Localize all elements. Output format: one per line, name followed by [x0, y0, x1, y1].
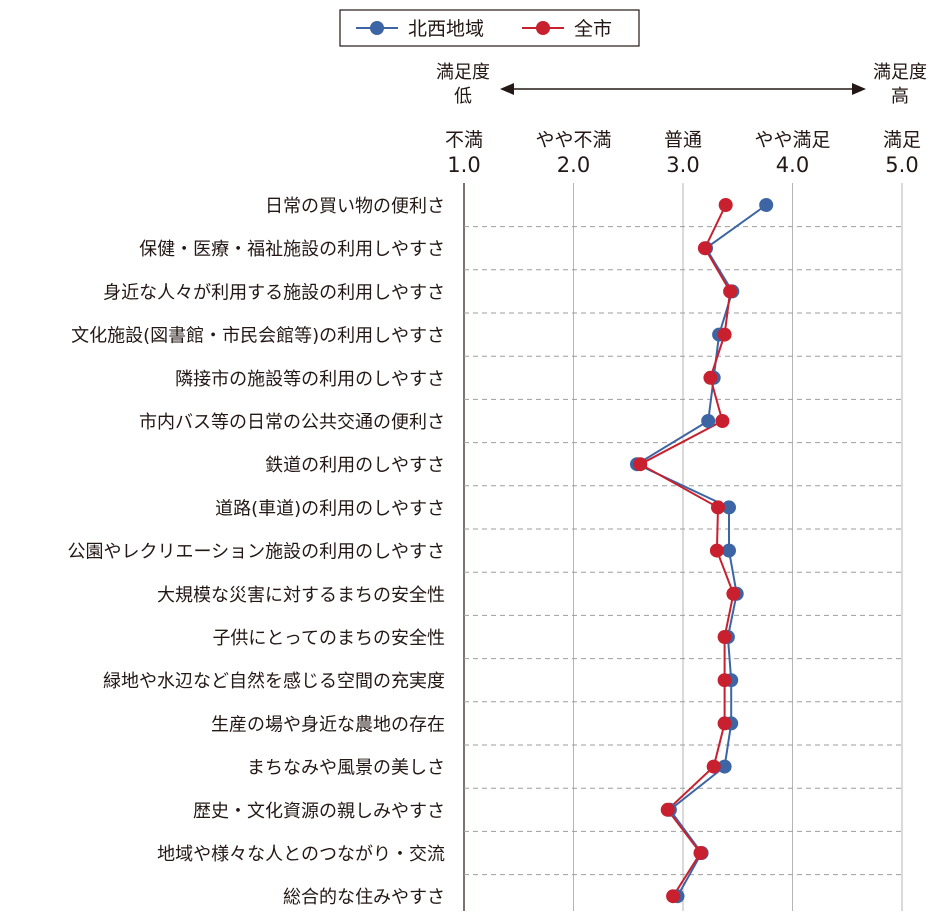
series-1-point-15	[693, 846, 708, 860]
scale-arrow-right-head	[852, 83, 866, 95]
category-label-9: 大規模な災害に対するまちの安全性	[157, 585, 445, 606]
series-1-point-16	[666, 889, 681, 904]
x-tick-label-3: やや満足	[754, 129, 830, 151]
series-1-point-9	[726, 586, 741, 601]
series-1-point-12	[717, 716, 732, 731]
category-label-8: 公園やレクリエーション施設の利用のしやすさ	[68, 542, 445, 563]
category-labels: 日常の買い物の便利さ保健・医療・福祉施設の利用しやすさ身近な人々が利用する施設の…	[68, 196, 445, 908]
category-label-12: 生産の場や身近な農地の存在	[211, 714, 445, 735]
scale-arrow-left-head	[500, 83, 514, 95]
category-label-5: 市内バス等の日常の公共交通の便利さ	[139, 412, 445, 433]
category-label-14: 歴史・文化資源の親しみやすさ	[193, 801, 445, 822]
x-tick-label-4: 満足	[883, 129, 921, 151]
category-label-11: 緑地や水辺など自然を感じる空間の充実度	[103, 671, 445, 692]
series-0-point-0	[759, 198, 774, 212]
series-1-point-14	[660, 802, 675, 817]
legend-swatch-marker-1	[536, 21, 550, 35]
series-1-point-3	[717, 327, 732, 342]
legend-label-0: 北西地域	[408, 18, 484, 40]
series-1-point-4	[703, 370, 718, 385]
x-tick-label-2: 普通	[664, 129, 702, 151]
legend: 北西地域 全市	[339, 9, 640, 47]
series-1-point-5	[715, 414, 730, 428]
legend-label-1: 全市	[574, 18, 612, 40]
series-1-point-13	[706, 759, 721, 774]
series-0-point-13	[717, 759, 732, 774]
category-label-3: 文化施設(図書館・市民会館等)の利用しやすさ	[71, 326, 445, 347]
category-label-7: 道路(車道)の利用のしやすさ	[215, 498, 445, 519]
series-1-point-0	[718, 198, 733, 212]
series-1-point-8	[709, 543, 724, 558]
grid	[463, 183, 903, 911]
legend-swatch-marker-0	[370, 21, 384, 35]
scale-high-label: 満足度	[873, 62, 927, 83]
category-label-15: 地域や様々な人とのつながり・交流	[157, 844, 445, 865]
x-tick-label-0: 不満	[445, 129, 483, 151]
x-tick-value-1: 2.0	[557, 153, 590, 177]
category-label-10: 子供にとってのまちの安全性	[212, 628, 445, 649]
scale-high-sub: 高	[891, 86, 909, 107]
x-tick-label-1: やや不満	[535, 129, 611, 151]
x-tick-value-3: 4.0	[776, 153, 809, 177]
x-tick-value-0: 1.0	[447, 153, 480, 177]
series-1-point-1	[697, 241, 712, 256]
scale-low-label: 満足度	[436, 62, 490, 83]
category-label-6: 鉄道の利用のしやすさ	[265, 455, 445, 476]
x-tick-value-2: 3.0	[666, 153, 699, 177]
x-tick-value-4: 5.0	[885, 153, 918, 177]
series-1-point-6	[633, 457, 648, 472]
series-1-point-11	[717, 673, 732, 688]
scale-direction: 満足度 低 満足度 高	[436, 62, 927, 107]
series-1-point-2	[723, 284, 738, 299]
category-label-13: まちなみや風景の美しさ	[247, 758, 445, 779]
series-layer	[630, 198, 774, 904]
category-label-4: 隣接市の施設等の利用のしやすさ	[175, 369, 445, 390]
series-1-point-10	[717, 630, 732, 644]
category-label-16: 総合的な住みやすさ	[283, 887, 445, 908]
category-label-1: 保健・医療・福祉施設の利用しやすさ	[139, 239, 445, 260]
scale-low-sub: 低	[454, 86, 472, 107]
series-0-point-5	[701, 414, 716, 428]
series-1-point-7	[711, 500, 725, 515]
series-line-0	[634, 204, 767, 897]
category-label-2: 身近な人々が利用する施設の利用しやすさ	[103, 282, 445, 303]
series-0-point-7	[722, 500, 736, 515]
series-0-point-8	[722, 543, 736, 558]
category-label-0: 日常の買い物の便利さ	[265, 196, 445, 217]
